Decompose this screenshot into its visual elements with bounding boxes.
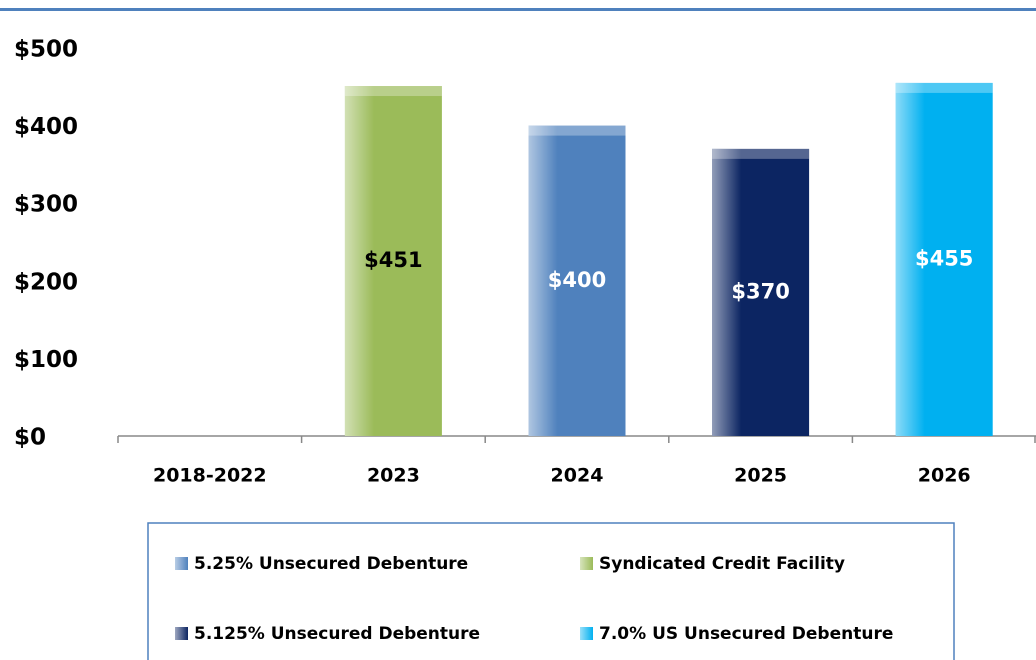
x-tick-label: 2023 (367, 465, 420, 487)
legend-label: 5.25% Unsecured Debenture (194, 554, 468, 574)
data-label: $455 (915, 246, 973, 270)
y-tick-label: $300 (14, 192, 78, 218)
y-tick-label: $200 (14, 269, 78, 295)
bar-highlight (712, 148, 810, 159)
y-tick-label: $400 (14, 114, 78, 140)
bar-shade (528, 125, 626, 436)
x-tick-label: 2025 (734, 465, 787, 487)
legend-swatch-shade (175, 627, 188, 640)
bar-shade (712, 148, 810, 436)
data-label: $451 (364, 248, 422, 272)
y-tick-label: $0 (14, 425, 46, 451)
data-label: $370 (731, 279, 789, 303)
y-tick-label: $100 (14, 347, 78, 373)
bar-highlight (895, 82, 993, 93)
top-rule (0, 8, 1036, 11)
legend-swatch-shade (580, 557, 593, 570)
bar-highlight (528, 125, 626, 136)
bar-shade (895, 82, 993, 437)
legend-label: Syndicated Credit Facility (599, 554, 845, 574)
legend-swatch-shade (580, 627, 593, 640)
legend-label: 5.125% Unsecured Debenture (194, 624, 480, 644)
legend-label: 7.0% US Unsecured Debenture (599, 624, 893, 644)
bar-highlight (344, 86, 442, 97)
x-tick-label: 2024 (551, 465, 604, 487)
y-tick-label: $500 (14, 37, 78, 63)
data-label: $400 (548, 268, 606, 292)
x-tick-label: 2018-2022 (153, 465, 267, 487)
bar-shade (344, 86, 442, 437)
x-tick-label: 2026 (918, 465, 971, 487)
legend-box (147, 522, 955, 660)
legend-swatch-shade (175, 557, 188, 570)
